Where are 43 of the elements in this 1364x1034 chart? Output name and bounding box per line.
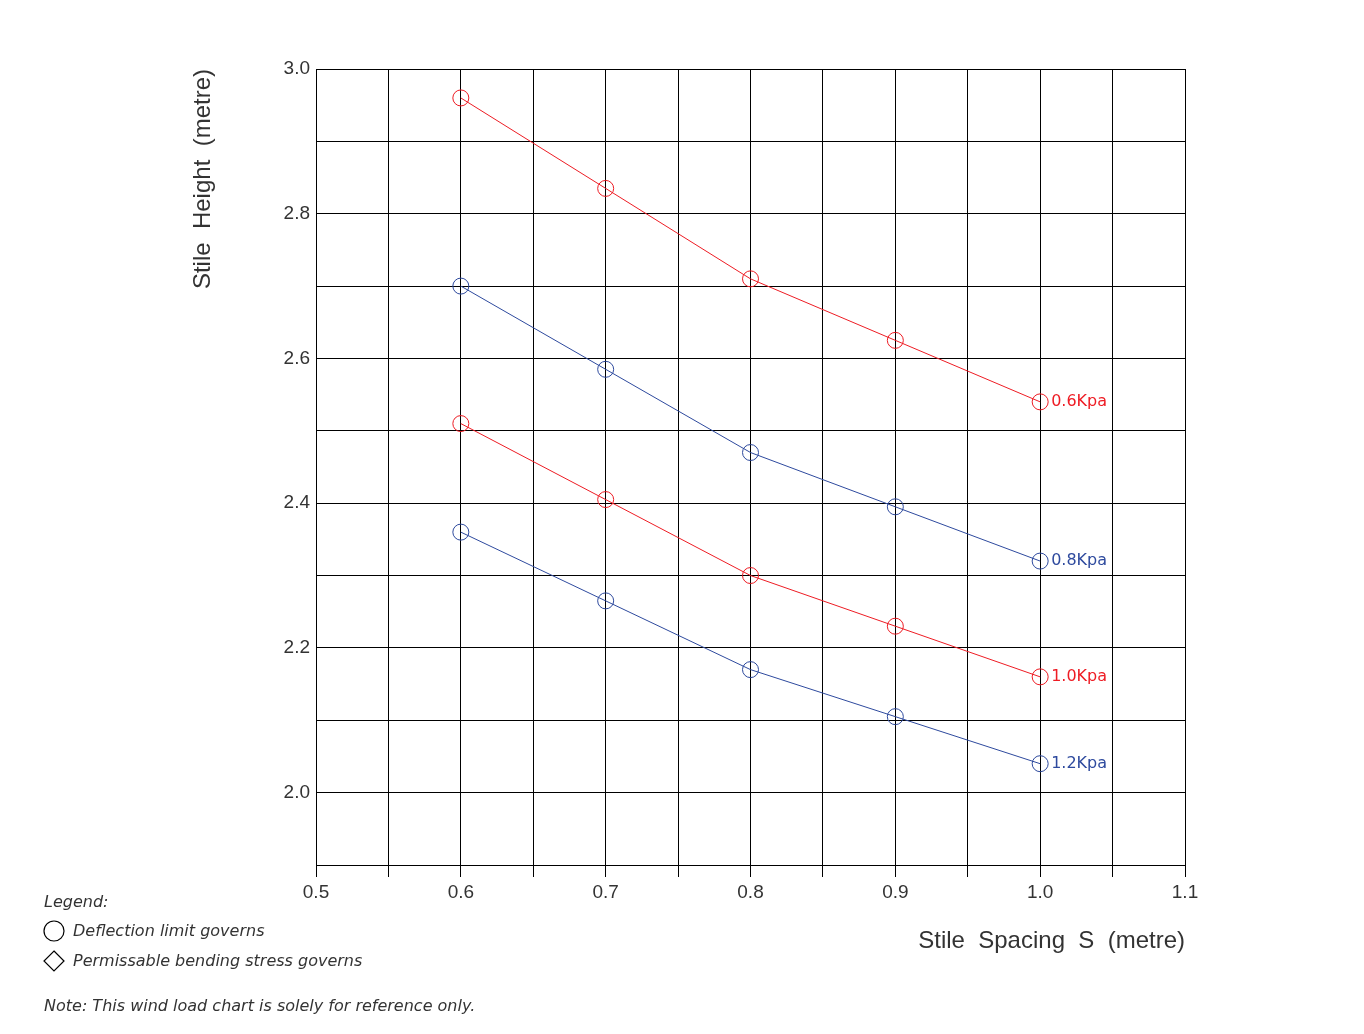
text: Permissable bending stress governs [73, 951, 363, 970]
point [742, 444, 759, 462]
x-tick-label: 1.1 [1171, 880, 1199, 902]
series-label: 1.2Kpa [1051, 752, 1108, 772]
x-tick-label: 0.7 [592, 880, 619, 902]
x-tick-label: 0.5 [302, 880, 330, 902]
point [597, 179, 615, 197]
text: Note: This wind load chart is solely for reference only. [44, 996, 476, 1015]
text: Deflection limit governs [73, 921, 265, 940]
point [886, 617, 904, 635]
x-tick-label: 1.0 [1026, 880, 1054, 902]
point [1031, 668, 1049, 686]
point [742, 270, 759, 288]
x-tick-label: 0.6 [447, 880, 475, 902]
point [742, 661, 759, 679]
x-axis-title: Stile Spacing S (metre) [918, 926, 1185, 954]
point [452, 277, 470, 295]
text: Legend: [44, 892, 109, 911]
point [886, 498, 904, 516]
point [597, 592, 615, 610]
point [597, 491, 615, 509]
point [1031, 755, 1049, 773]
point [1031, 393, 1049, 411]
y-axis-title: Stile Height (metre) [188, 69, 216, 290]
point [886, 708, 904, 726]
series-label: 1.0Kpa [1051, 666, 1108, 686]
x-tick-label: 0.9 [882, 880, 909, 902]
point [452, 415, 470, 433]
y-tick-label: 3.0 [283, 57, 310, 79]
point [452, 89, 470, 107]
x-tick-label: 0.8 [737, 880, 764, 902]
y-tick-label: 2.2 [283, 636, 310, 658]
series-label: 0.8Kpa [1051, 550, 1108, 570]
y-tick-label: 2.0 [283, 780, 310, 802]
y-tick-label: 2.6 [283, 346, 310, 368]
point [597, 360, 615, 378]
y-tick-label: 2.4 [283, 491, 311, 513]
point [742, 567, 759, 585]
point [886, 331, 904, 349]
y-tick-label: 2.8 [283, 201, 310, 223]
series-label: 0.6Kpa [1051, 391, 1108, 411]
point [452, 523, 470, 541]
point [1031, 552, 1049, 570]
